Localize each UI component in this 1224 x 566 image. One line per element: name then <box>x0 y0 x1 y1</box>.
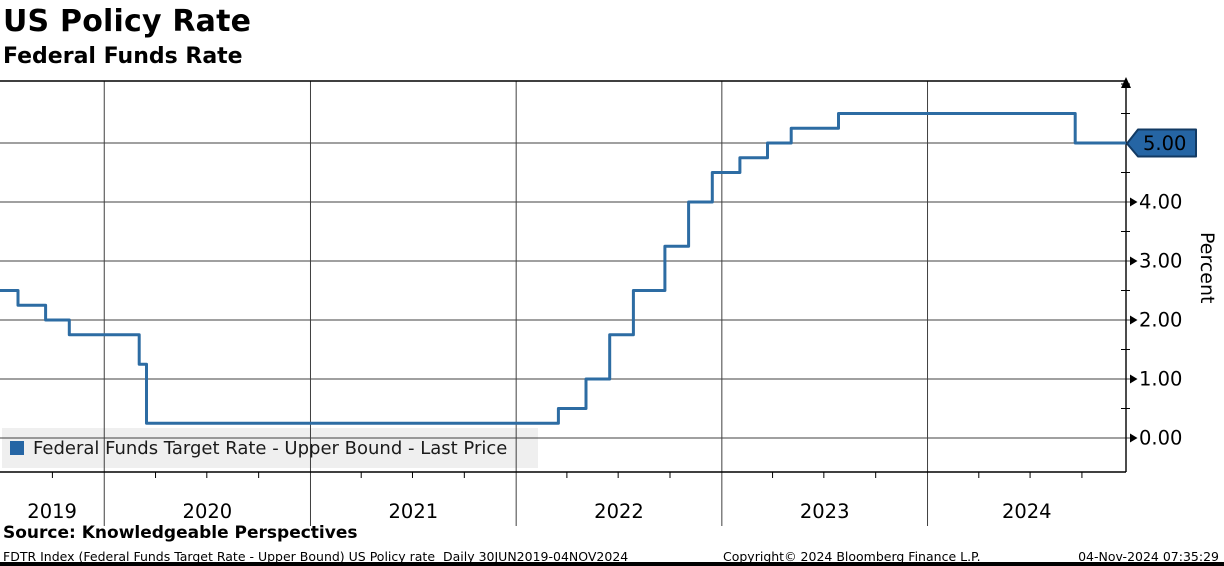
y-tick-arrow-icon <box>1130 374 1138 384</box>
y-tick-arrow-icon <box>1130 256 1138 266</box>
x-year-label: 2022 <box>594 500 644 523</box>
x-year-label: 2020 <box>183 500 233 523</box>
data-line <box>0 112 1126 425</box>
y-tick-label: 3.00 <box>1139 250 1182 273</box>
y-tick-arrow-icon <box>1130 197 1138 207</box>
page-subtitle: Federal Funds Rate <box>3 44 243 69</box>
x-year-label: 2024 <box>1002 500 1052 523</box>
y-tick-label: 2.00 <box>1139 309 1182 332</box>
y-tick-arrow-icon <box>1130 315 1138 325</box>
copyright-note: Copyright© 2024 Bloomberg Finance L.P. <box>723 549 981 564</box>
y-tick-arrow-icon <box>1130 433 1138 443</box>
y-axis-title: Percent <box>1196 232 1218 304</box>
source-note: Source: Knowledgeable Perspectives <box>3 523 358 543</box>
y-tick-label: 1.00 <box>1139 368 1182 391</box>
timestamp: 04-Nov-2024 07:35:29 <box>1078 549 1219 564</box>
legend-background <box>2 428 538 468</box>
page-title: US Policy Rate <box>3 4 252 39</box>
x-year-label: 2023 <box>800 500 850 523</box>
terminal-bottom-bar <box>0 562 1224 566</box>
legend-series-label: Federal Funds Target Rate - Upper Bound … <box>33 437 508 459</box>
x-year-label: 2019 <box>27 500 77 523</box>
y-tick-label: 0.00 <box>1139 427 1182 450</box>
legend-series-marker-icon <box>10 441 24 455</box>
last-price-flag <box>1126 128 1197 158</box>
legend: Federal Funds Target Rate - Upper Bound … <box>10 437 507 459</box>
y-axis-top-arrow-icon <box>1121 77 1131 88</box>
last-price-label: 5.00 <box>1143 132 1186 155</box>
index-description: FDTR Index (Federal Funds Target Rate - … <box>3 549 629 564</box>
x-year-label: 2021 <box>389 500 439 523</box>
y-tick-label: 4.00 <box>1139 191 1182 214</box>
